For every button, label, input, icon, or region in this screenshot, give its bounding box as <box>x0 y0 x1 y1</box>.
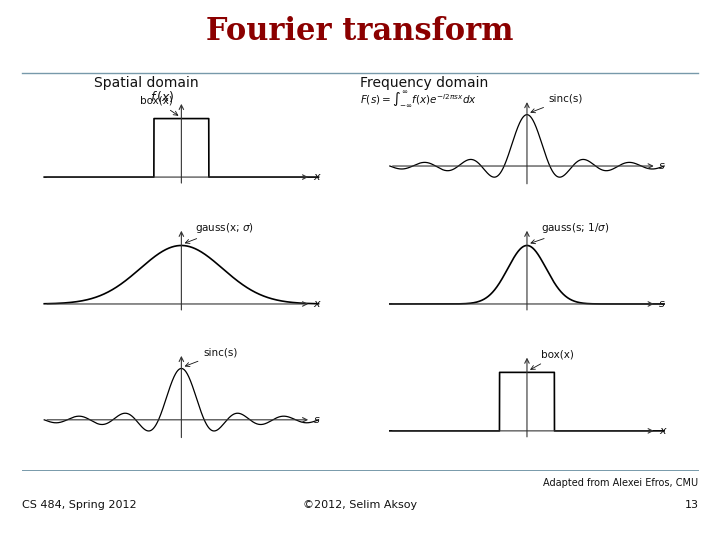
Text: Frequency domain: Frequency domain <box>360 76 488 90</box>
Text: s: s <box>659 161 665 171</box>
Text: 13: 13 <box>685 500 698 510</box>
Text: x: x <box>313 172 320 182</box>
Text: box(x): box(x) <box>140 96 178 116</box>
Text: x: x <box>313 299 320 309</box>
Text: Spatial domain: Spatial domain <box>94 76 198 90</box>
Text: Adapted from Alexei Efros, CMU: Adapted from Alexei Efros, CMU <box>544 478 698 488</box>
Text: Fourier transform: Fourier transform <box>206 16 514 47</box>
Text: box(x): box(x) <box>531 350 574 369</box>
Text: sinc(s): sinc(s) <box>531 94 583 113</box>
Text: gauss(s; $1/\sigma$): gauss(s; $1/\sigma$) <box>531 221 609 244</box>
Text: s: s <box>659 299 665 309</box>
Text: x: x <box>659 426 666 436</box>
Text: gauss(x; $\sigma$): gauss(x; $\sigma$) <box>185 221 254 244</box>
Text: CS 484, Spring 2012: CS 484, Spring 2012 <box>22 500 136 510</box>
Text: $f\,(x)$: $f\,(x)$ <box>150 89 174 104</box>
Text: s: s <box>313 415 319 425</box>
Text: ©2012, Selim Aksoy: ©2012, Selim Aksoy <box>303 500 417 510</box>
Text: $F(s)=\int_{-\infty}^{\infty}f(x)e^{-i2\pi sx}dx$: $F(s)=\int_{-\infty}^{\infty}f(x)e^{-i2\… <box>360 89 477 109</box>
Text: sinc(s): sinc(s) <box>185 348 238 367</box>
